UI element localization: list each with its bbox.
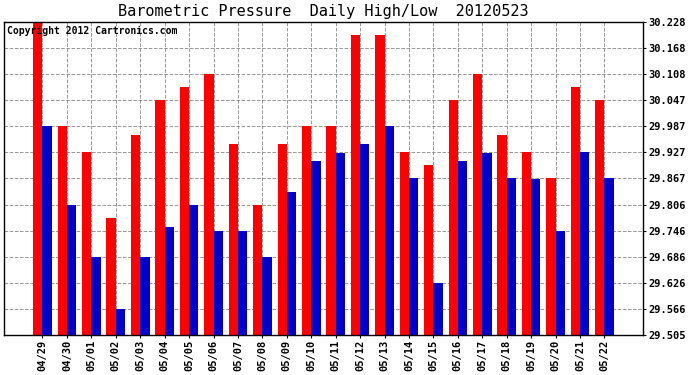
Bar [595, 100, 604, 335]
Bar [424, 165, 433, 335]
Bar [91, 257, 101, 335]
Bar [448, 100, 458, 335]
Bar [311, 161, 321, 335]
Bar [433, 283, 443, 335]
Bar [458, 161, 467, 335]
Bar [106, 218, 116, 335]
Bar [546, 178, 555, 335]
Bar [140, 257, 150, 335]
Title: Barometric Pressure  Daily High/Low  20120523: Barometric Pressure Daily High/Low 20120… [118, 4, 529, 19]
Bar [287, 192, 296, 335]
Bar [522, 152, 531, 335]
Bar [580, 152, 589, 335]
Bar [238, 231, 247, 335]
Bar [531, 179, 540, 335]
Bar [116, 309, 125, 335]
Bar [409, 178, 418, 335]
Bar [228, 144, 238, 335]
Bar [33, 22, 43, 335]
Bar [375, 35, 384, 335]
Text: Copyright 2012 Cartronics.com: Copyright 2012 Cartronics.com [8, 26, 178, 36]
Bar [43, 126, 52, 335]
Bar [262, 257, 272, 335]
Bar [204, 74, 213, 335]
Bar [400, 152, 409, 335]
Bar [384, 126, 394, 335]
Bar [131, 135, 140, 335]
Bar [336, 153, 345, 335]
Bar [253, 205, 262, 335]
Bar [213, 231, 223, 335]
Bar [497, 135, 506, 335]
Bar [482, 153, 491, 335]
Bar [604, 178, 613, 335]
Bar [58, 126, 67, 335]
Bar [302, 126, 311, 335]
Bar [189, 205, 198, 335]
Bar [165, 226, 174, 335]
Bar [473, 74, 482, 335]
Bar [326, 126, 336, 335]
Bar [155, 100, 165, 335]
Bar [67, 205, 76, 335]
Bar [180, 87, 189, 335]
Bar [351, 35, 360, 335]
Bar [360, 144, 369, 335]
Bar [555, 231, 565, 335]
Bar [82, 152, 91, 335]
Bar [571, 87, 580, 335]
Bar [506, 178, 516, 335]
Bar [277, 144, 287, 335]
